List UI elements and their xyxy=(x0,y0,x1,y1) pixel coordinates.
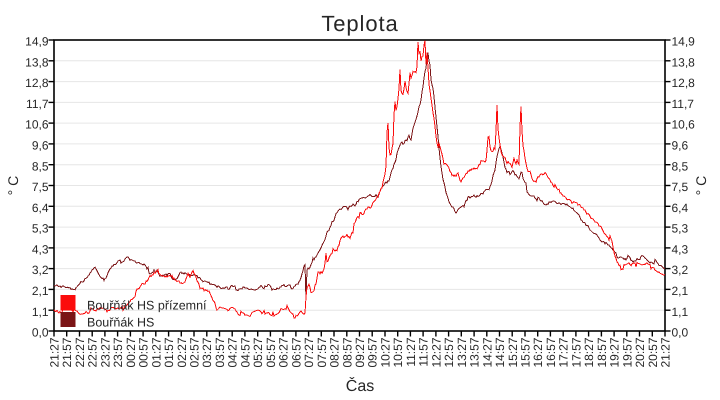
svg-text:5,3: 5,3 xyxy=(32,222,49,236)
svg-text:7,5: 7,5 xyxy=(672,180,689,194)
svg-text:21:27: 21:27 xyxy=(659,337,673,367)
svg-text:12:57: 12:57 xyxy=(442,337,456,367)
svg-text:08:27: 08:27 xyxy=(328,337,342,367)
svg-text:14:27: 14:27 xyxy=(480,337,494,367)
svg-text:Bouřňák HS přízemní: Bouřňák HS přízemní xyxy=(87,299,207,313)
svg-text:12:27: 12:27 xyxy=(429,337,443,367)
svg-text:6,4: 6,4 xyxy=(32,201,49,215)
svg-text:01:27: 01:27 xyxy=(149,337,163,367)
svg-text:02:57: 02:57 xyxy=(188,337,202,367)
svg-text:10,6: 10,6 xyxy=(25,118,49,132)
svg-text:19:57: 19:57 xyxy=(620,337,634,367)
svg-text:21:27: 21:27 xyxy=(48,337,62,367)
svg-text:Bouřňák HS: Bouřňák HS xyxy=(87,316,154,330)
svg-text:06:27: 06:27 xyxy=(277,337,291,367)
svg-text:21:57: 21:57 xyxy=(60,337,74,367)
svg-text:8,5: 8,5 xyxy=(32,159,49,173)
svg-text:Teplota: Teplota xyxy=(321,11,398,36)
svg-text:18:27: 18:27 xyxy=(582,337,596,367)
svg-text:7,5: 7,5 xyxy=(32,180,49,194)
svg-text:19:27: 19:27 xyxy=(608,337,622,367)
svg-text:05:27: 05:27 xyxy=(251,337,265,367)
svg-text:12,8: 12,8 xyxy=(25,76,49,90)
svg-text:23:57: 23:57 xyxy=(111,337,125,367)
svg-text:13:57: 13:57 xyxy=(468,337,482,367)
svg-text:2,1: 2,1 xyxy=(32,284,49,298)
svg-text:00:27: 00:27 xyxy=(124,337,138,367)
svg-text:18:57: 18:57 xyxy=(595,337,609,367)
svg-text:8,5: 8,5 xyxy=(672,159,689,173)
svg-text:13,8: 13,8 xyxy=(672,55,696,69)
svg-text:22:57: 22:57 xyxy=(86,337,100,367)
svg-text:Čas: Čas xyxy=(346,377,374,395)
svg-text:10,6: 10,6 xyxy=(672,118,696,132)
svg-text:11,7: 11,7 xyxy=(26,97,49,111)
svg-text:14:57: 14:57 xyxy=(493,337,507,367)
svg-text:15:57: 15:57 xyxy=(519,337,533,367)
svg-text:10:57: 10:57 xyxy=(391,337,405,367)
svg-text:22:27: 22:27 xyxy=(73,337,87,367)
svg-text:4,3: 4,3 xyxy=(32,243,49,257)
svg-text:03:57: 03:57 xyxy=(213,337,227,367)
svg-text:23:27: 23:27 xyxy=(98,337,112,367)
svg-text:9,6: 9,6 xyxy=(32,139,49,153)
svg-text:03:27: 03:27 xyxy=(200,337,214,367)
svg-text:11:57: 11:57 xyxy=(417,337,431,366)
svg-text:14,9: 14,9 xyxy=(25,35,49,49)
svg-text:3,2: 3,2 xyxy=(32,263,49,277)
svg-text:2,1: 2,1 xyxy=(672,284,689,298)
svg-text:11,7: 11,7 xyxy=(672,97,695,111)
svg-text:02:27: 02:27 xyxy=(175,337,189,367)
svg-text:17:57: 17:57 xyxy=(569,337,583,367)
svg-text:16:57: 16:57 xyxy=(544,337,558,367)
svg-text:09:27: 09:27 xyxy=(353,337,367,367)
svg-text:07:57: 07:57 xyxy=(315,337,329,367)
svg-text:00:57: 00:57 xyxy=(137,337,151,367)
svg-text:17:27: 17:27 xyxy=(557,337,571,367)
svg-text:01:57: 01:57 xyxy=(162,337,176,367)
svg-text:04:27: 04:27 xyxy=(226,337,240,367)
svg-text:15:27: 15:27 xyxy=(506,337,520,367)
svg-text:° C: ° C xyxy=(693,176,709,196)
svg-text:12,8: 12,8 xyxy=(672,76,696,90)
svg-text:6,4: 6,4 xyxy=(672,201,689,215)
svg-text:20:57: 20:57 xyxy=(646,337,660,367)
svg-text:05:57: 05:57 xyxy=(264,337,278,367)
svg-text:13,8: 13,8 xyxy=(25,55,49,69)
svg-text:° C: ° C xyxy=(5,176,21,196)
svg-text:04:57: 04:57 xyxy=(238,337,252,367)
svg-text:1,1: 1,1 xyxy=(672,305,689,319)
svg-text:4,3: 4,3 xyxy=(672,243,689,257)
svg-text:16:27: 16:27 xyxy=(531,337,545,367)
svg-text:20:27: 20:27 xyxy=(633,337,647,367)
svg-text:13:27: 13:27 xyxy=(455,337,469,367)
svg-text:0,0: 0,0 xyxy=(672,326,689,340)
svg-text:11:27: 11:27 xyxy=(404,337,418,366)
svg-text:08:57: 08:57 xyxy=(340,337,354,367)
svg-text:1,1: 1,1 xyxy=(32,305,49,319)
svg-text:5,3: 5,3 xyxy=(672,222,689,236)
svg-text:07:27: 07:27 xyxy=(302,337,316,367)
svg-text:10:27: 10:27 xyxy=(379,337,393,367)
svg-text:0,0: 0,0 xyxy=(32,326,49,340)
svg-text:9,6: 9,6 xyxy=(672,139,689,153)
svg-text:14,9: 14,9 xyxy=(672,35,696,49)
svg-text:06:57: 06:57 xyxy=(289,337,303,367)
svg-text:3,2: 3,2 xyxy=(672,263,689,277)
svg-text:09:57: 09:57 xyxy=(366,337,380,367)
